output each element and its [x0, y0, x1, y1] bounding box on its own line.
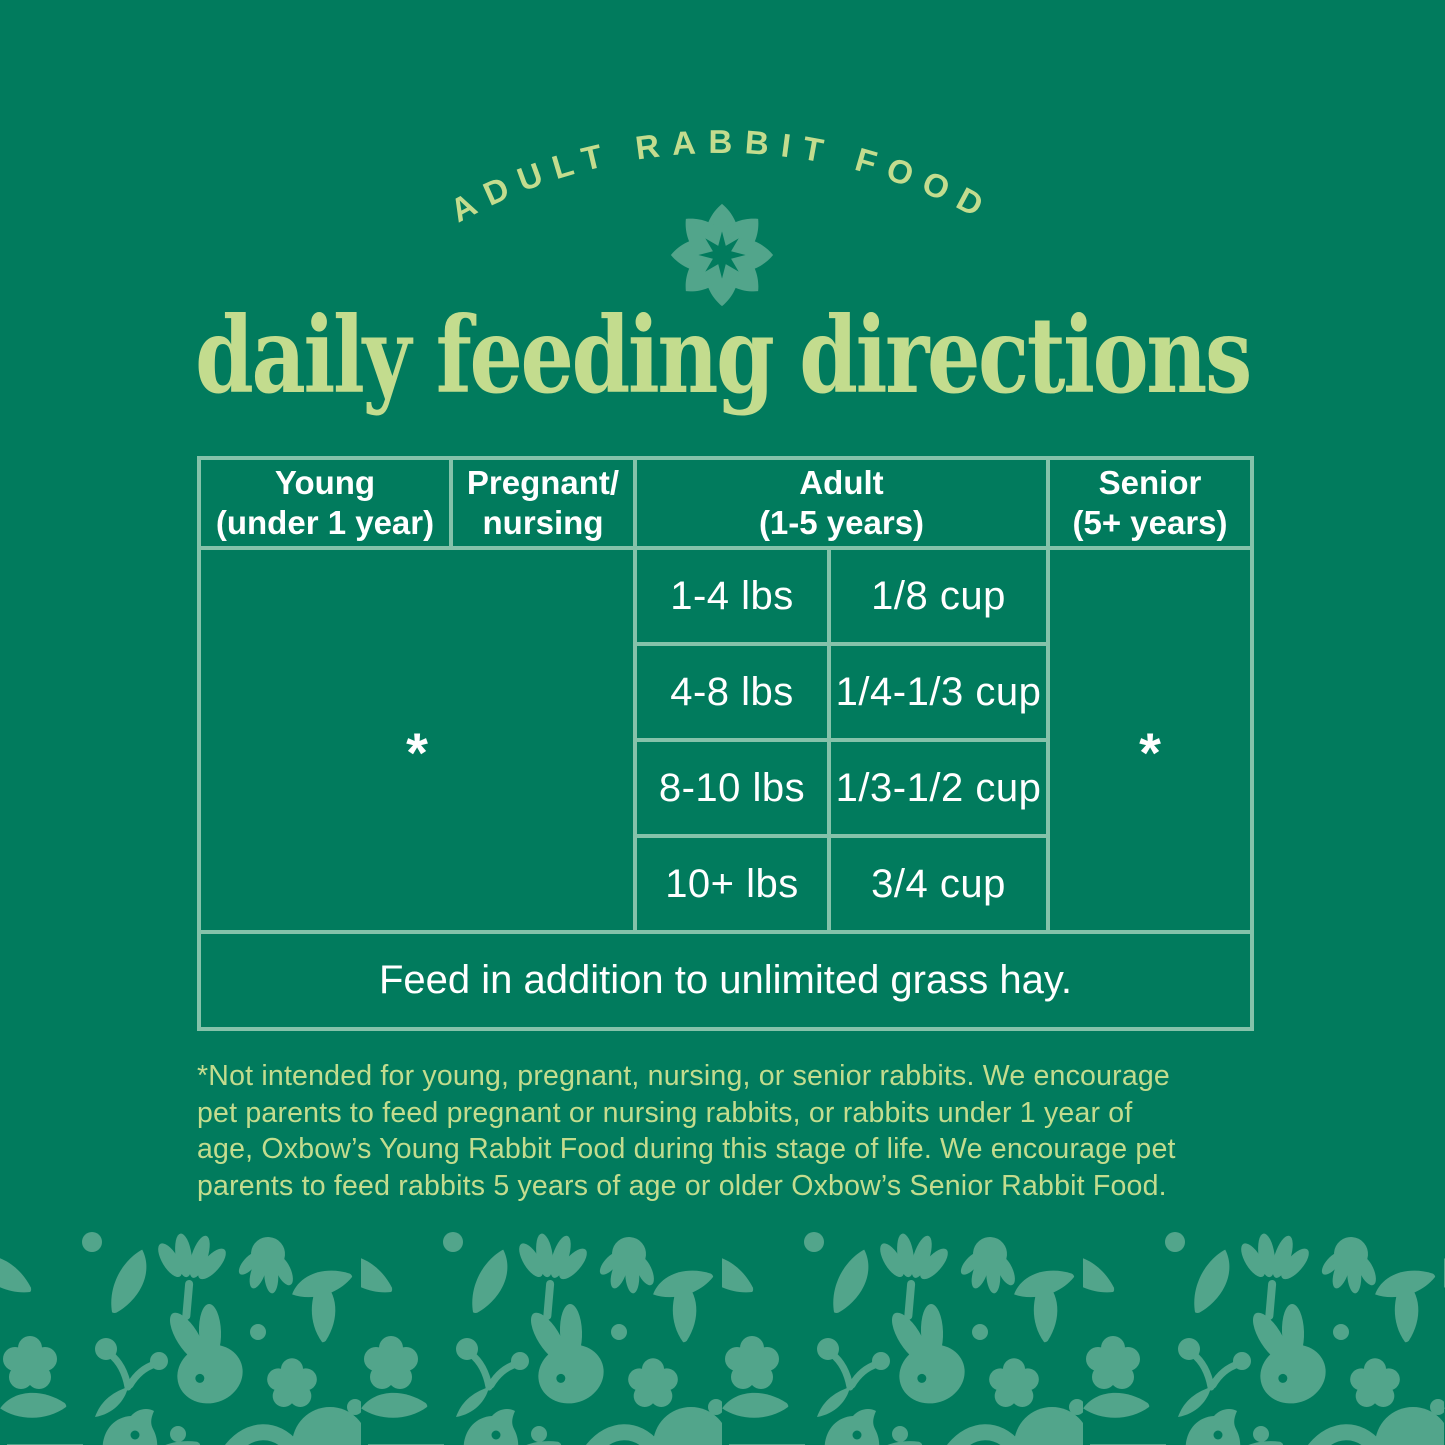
table-footer-note: Feed in addition to unlimited grass hay.	[201, 934, 1250, 1027]
footnote: *Not intended for young, pregnant, nursi…	[197, 1058, 1272, 1204]
footnote-line: age, Oxbow’s Young Rabbit Food during th…	[197, 1133, 1176, 1165]
weight-value: 4-8 lbs	[670, 669, 794, 714]
young-pregnant-cell: *	[201, 550, 633, 930]
asterisk-marker: *	[1139, 720, 1161, 784]
header-line: (under 1 year)	[215, 504, 435, 541]
flower-star-cutout	[698, 231, 746, 279]
adult-amount-row-4: 3/4 cup	[831, 838, 1046, 930]
footnote-line: pet parents to feed pregnant or nursing …	[197, 1096, 1133, 1129]
amount-value: 1/4-1/3 cup	[835, 669, 1042, 714]
weight-value: 8-10 lbs	[658, 765, 806, 810]
adult-amount-row-2: 1/4-1/3 cup	[831, 646, 1046, 738]
amount-value: 3/4 cup	[871, 861, 1006, 906]
adult-amount-row-3: 1/3-1/2 cup	[831, 742, 1046, 834]
weight-value: 10+ lbs	[665, 861, 799, 906]
footnote-line: parents to feed rabbits 5 years of age o…	[197, 1169, 1167, 1202]
header-line: (5+ years)	[1072, 504, 1228, 541]
header-line: nursing	[482, 504, 604, 541]
amount-value: 1/8 cup	[871, 573, 1006, 618]
adult-weight-row-4: 10+ lbs	[637, 838, 827, 930]
flower-rosette-icon	[670, 203, 774, 307]
bottom-pattern	[0, 1212, 1445, 1445]
adult-weight-row-2: 4-8 lbs	[637, 646, 827, 738]
feeding-directions-table: Young (under 1 year) Pregnant/ nursing A…	[197, 456, 1254, 1031]
col-header-young: Young (under 1 year)	[201, 460, 449, 546]
pattern-fill	[0, 1212, 1445, 1445]
header-line: Pregnant/	[466, 464, 620, 501]
weight-value: 1-4 lbs	[670, 573, 794, 618]
amount-value: 1/3-1/2 cup	[835, 765, 1042, 810]
page-title: daily feeding directions	[195, 293, 1252, 417]
header-line: Adult	[799, 464, 884, 501]
header-line: Senior	[1098, 464, 1202, 501]
footer-note-text: Feed in addition to unlimited grass hay.	[379, 958, 1072, 1002]
senior-cell: *	[1050, 550, 1250, 930]
header-line: Young	[274, 464, 376, 501]
adult-weight-row-3: 8-10 lbs	[637, 742, 827, 834]
header-line: (1-5 years)	[758, 504, 925, 541]
col-header-senior: Senior (5+ years)	[1050, 460, 1250, 546]
adult-weight-row-1: 1-4 lbs	[637, 550, 827, 642]
col-header-adult: Adult (1-5 years)	[637, 460, 1046, 546]
col-header-pregnant-nursing: Pregnant/ nursing	[453, 460, 633, 546]
footnote-line: *Not intended for young, pregnant, nursi…	[197, 1060, 1170, 1092]
adult-amount-row-1: 1/8 cup	[831, 550, 1046, 642]
asterisk-marker: *	[406, 720, 428, 784]
